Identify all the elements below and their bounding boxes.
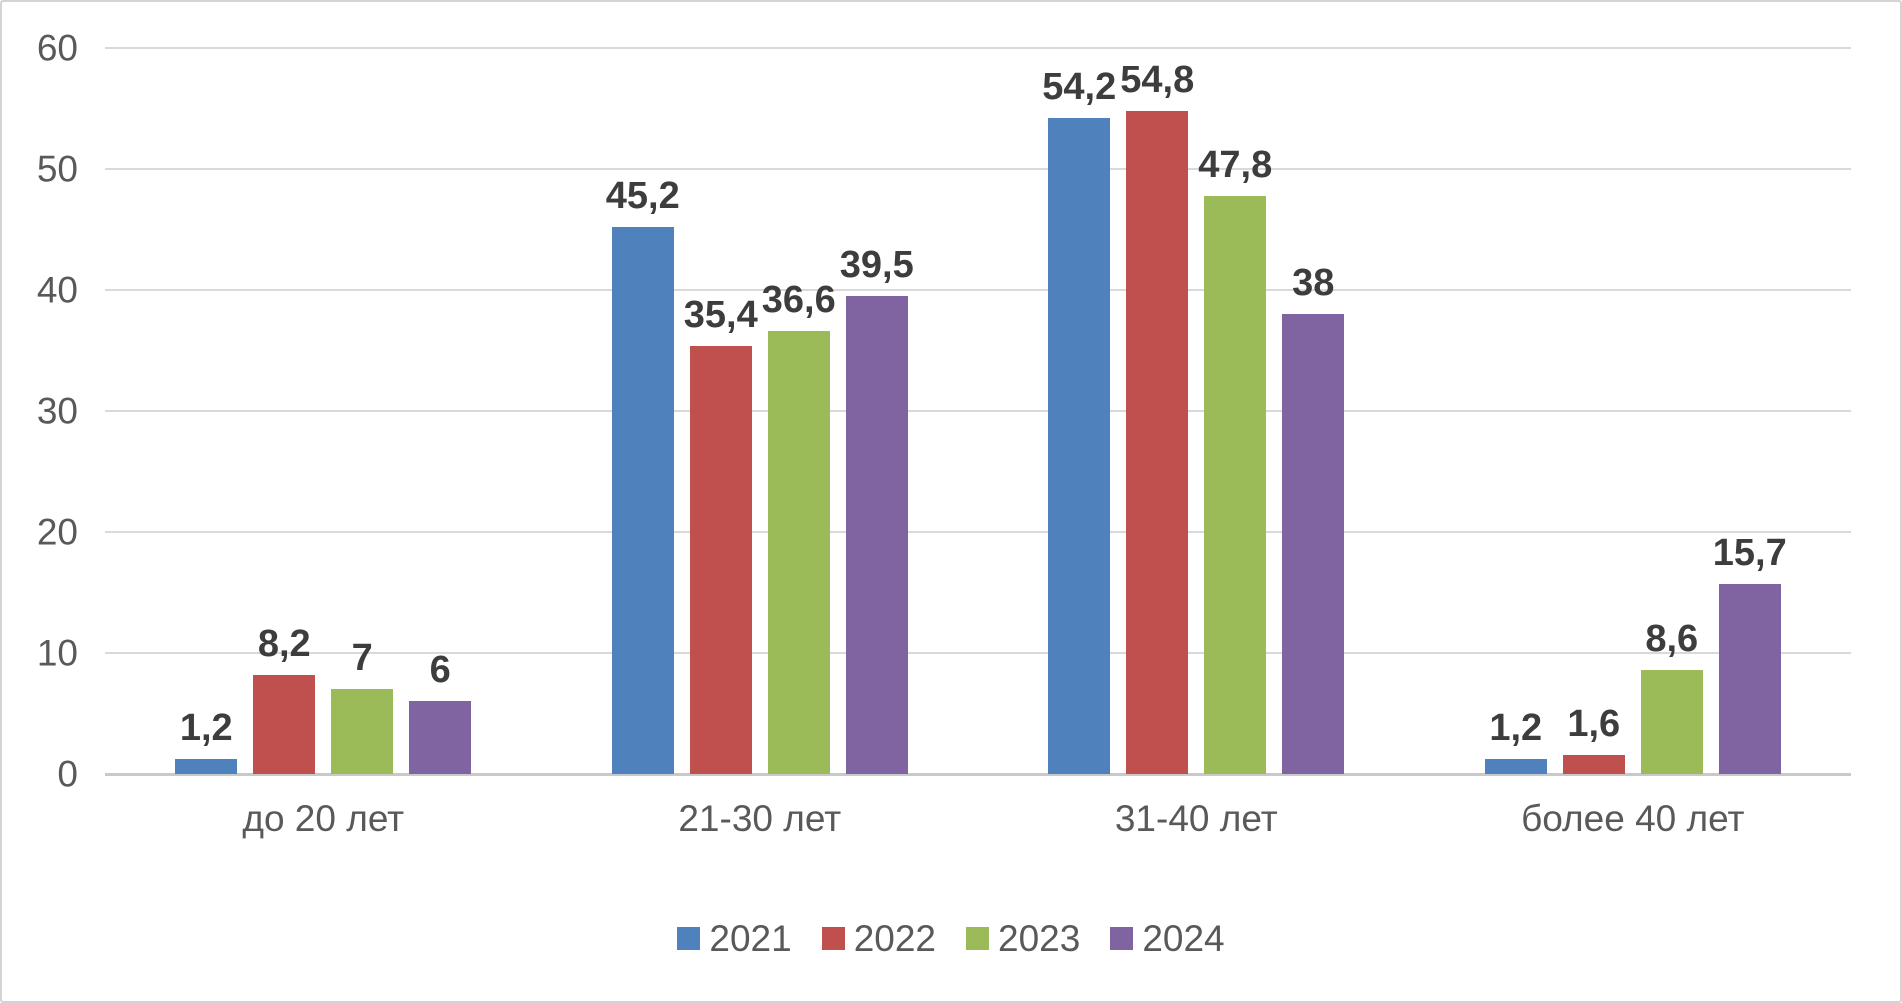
- bar-2021-более 40 лет: [1484, 759, 1547, 774]
- legend-label: 2022: [853, 918, 936, 959]
- bar-2023-более 40 лет: [1640, 669, 1703, 774]
- legend-item-2022: 2022: [821, 918, 936, 959]
- bar-2021-31-40 лет: [1048, 118, 1111, 774]
- data-label: 8,2: [257, 622, 311, 665]
- y-tick-label: 10: [36, 632, 78, 674]
- bar-2022-31-40 лет: [1126, 110, 1189, 774]
- gridline: [105, 652, 1851, 654]
- data-label: 1,6: [1567, 702, 1621, 745]
- x-category-label: 31-40 лет: [1114, 798, 1278, 839]
- data-label: 1,2: [1489, 707, 1543, 750]
- data-label: 54,2: [1042, 66, 1117, 109]
- bar-2023-до 20 лет: [331, 689, 394, 774]
- legend-item-2024: 2024: [1110, 918, 1225, 959]
- x-category-label: 21-30 лет: [678, 798, 842, 839]
- data-label: 38: [1292, 262, 1335, 305]
- legend-item-2021: 2021: [677, 918, 792, 959]
- data-label: 35,4: [683, 293, 758, 336]
- gridline: [105, 168, 1851, 170]
- gridline: [105, 47, 1851, 49]
- data-label: 36,6: [761, 279, 836, 322]
- data-label: 6: [429, 649, 451, 692]
- data-label: 45,2: [605, 175, 680, 218]
- data-label: 7: [351, 637, 373, 680]
- bar-2024-21-30 лет: [845, 296, 908, 774]
- data-label: 47,8: [1198, 143, 1273, 186]
- chart-legend: 2021 2022 2023 2024: [2, 920, 1900, 957]
- x-category-label: до 20 лет: [242, 798, 405, 839]
- legend-swatch-icon: [966, 927, 989, 950]
- legend-label: 2023: [998, 918, 1081, 959]
- bar-2022-21-30 лет: [689, 345, 752, 774]
- legend-item-2023: 2023: [966, 920, 1080, 957]
- data-label: 39,5: [839, 244, 914, 287]
- bar-2024-более 40 лет: [1718, 584, 1781, 774]
- legend-label: 2021: [709, 918, 792, 959]
- data-label: 54,8: [1120, 58, 1195, 101]
- legend-swatch-icon: [677, 927, 701, 950]
- y-tick-label: 0: [57, 753, 78, 795]
- legend-swatch-icon: [821, 927, 845, 950]
- bar-2022-до 20 лет: [253, 674, 316, 774]
- y-tick-label: 50: [36, 148, 78, 190]
- bar-2021-21-30 лет: [611, 227, 674, 774]
- gridline: [105, 410, 1851, 412]
- data-label: 15,7: [1712, 532, 1787, 575]
- data-label: 8,6: [1645, 617, 1699, 660]
- gridline: [105, 531, 1851, 533]
- legend-label: 2024: [1142, 918, 1225, 959]
- y-tick-label: 40: [36, 269, 78, 311]
- x-category-label: более 40 лет: [1521, 798, 1745, 839]
- x-axis-line: [105, 773, 1851, 776]
- bar-2023-31-40 лет: [1204, 195, 1267, 774]
- y-tick-label: 30: [36, 390, 78, 432]
- bar-2024-до 20 лет: [409, 701, 472, 774]
- data-label: 1,2: [179, 707, 233, 750]
- bar-2021-до 20 лет: [175, 759, 238, 774]
- bar-2022-более 40 лет: [1562, 754, 1625, 774]
- bar-2024-31-40 лет: [1282, 314, 1345, 774]
- legend-swatch-icon: [1110, 927, 1134, 950]
- y-tick-label: 20: [36, 511, 78, 553]
- y-tick-label: 60: [36, 27, 78, 69]
- gridline: [105, 289, 1851, 291]
- bar-2023-21-30 лет: [767, 331, 830, 774]
